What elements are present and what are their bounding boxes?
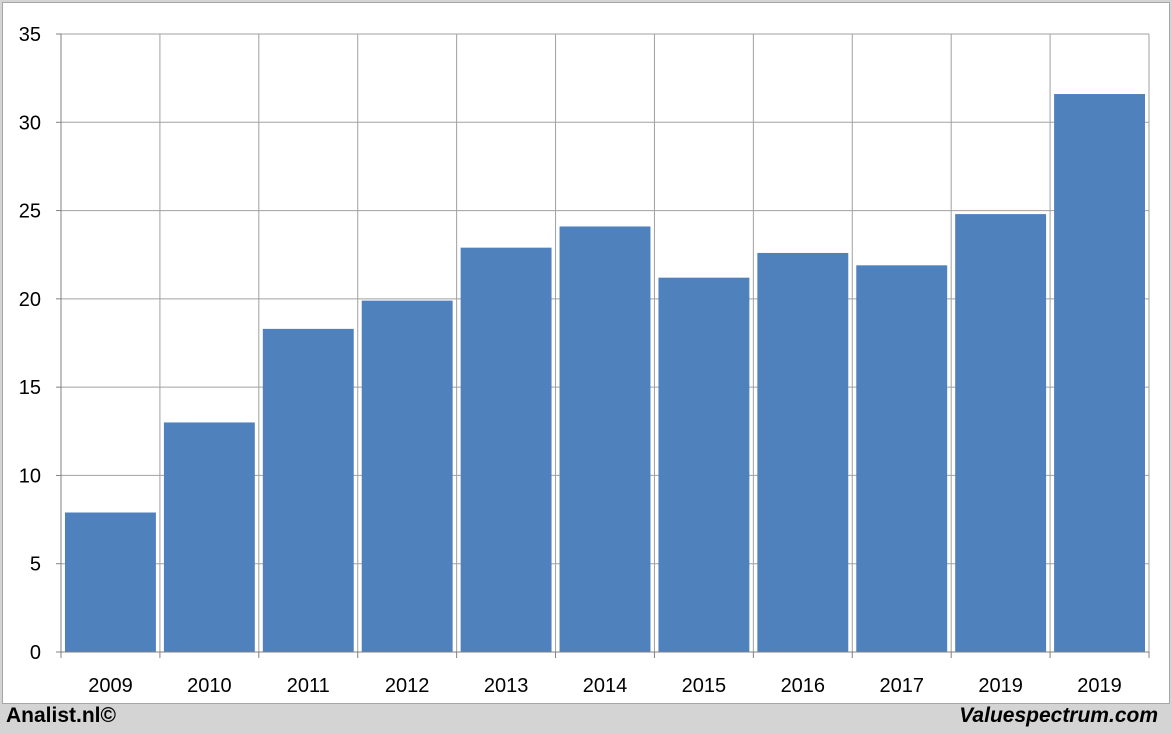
- bar-2009: [65, 512, 156, 652]
- bars: [65, 94, 1145, 653]
- x-tick-label: 2013: [484, 675, 529, 697]
- x-tick-label: 2019: [1077, 675, 1122, 697]
- bar-2017: [856, 265, 948, 652]
- bar-chart: 0 5 10 15 20 25 30 35 2009 2010 2011 2012 2013 2014 20…: [19, 24, 1150, 697]
- x-tick-label: 2019: [978, 675, 1023, 697]
- x-tick-label: 2016: [781, 675, 826, 697]
- x-tick-label: 2014: [583, 675, 628, 697]
- x-tick-label: 2010: [187, 675, 232, 697]
- x-tick-label: 2012: [385, 675, 430, 697]
- bar-2013: [460, 247, 552, 652]
- x-tick-label: 2015: [682, 675, 727, 697]
- bar-2019: [955, 214, 1047, 653]
- bar-2014: [559, 226, 651, 652]
- bar-2010: [163, 422, 255, 652]
- y-tick-label: 20: [19, 289, 41, 311]
- axes: [56, 33, 1150, 658]
- x-tick-label: 2011: [287, 675, 330, 697]
- x-tick-label: 2009: [88, 675, 133, 697]
- bar-2015: [658, 277, 750, 652]
- site-credit: Valuespectrum.com: [959, 704, 1158, 727]
- bar-2012: [361, 300, 453, 652]
- y-tick-label: 15: [19, 377, 41, 399]
- y-tick-label: 0: [30, 642, 41, 664]
- bar-2016: [757, 252, 849, 652]
- bar-2011: [262, 328, 354, 652]
- x-tick-label: 2017: [879, 675, 924, 697]
- y-tick-label: 35: [19, 24, 41, 46]
- y-tick-label: 10: [19, 465, 41, 487]
- y-tick-label: 30: [19, 112, 41, 134]
- source-credit: Analist.nl©: [6, 704, 116, 727]
- bar-2019: [1054, 94, 1145, 652]
- y-tick-label: 25: [19, 201, 41, 223]
- y-tick-label: 5: [30, 554, 41, 576]
- tick-labels: 0 5 10 15 20 25 30 35 2009 2010 2011 2012 2013 2014 20…: [19, 24, 1122, 697]
